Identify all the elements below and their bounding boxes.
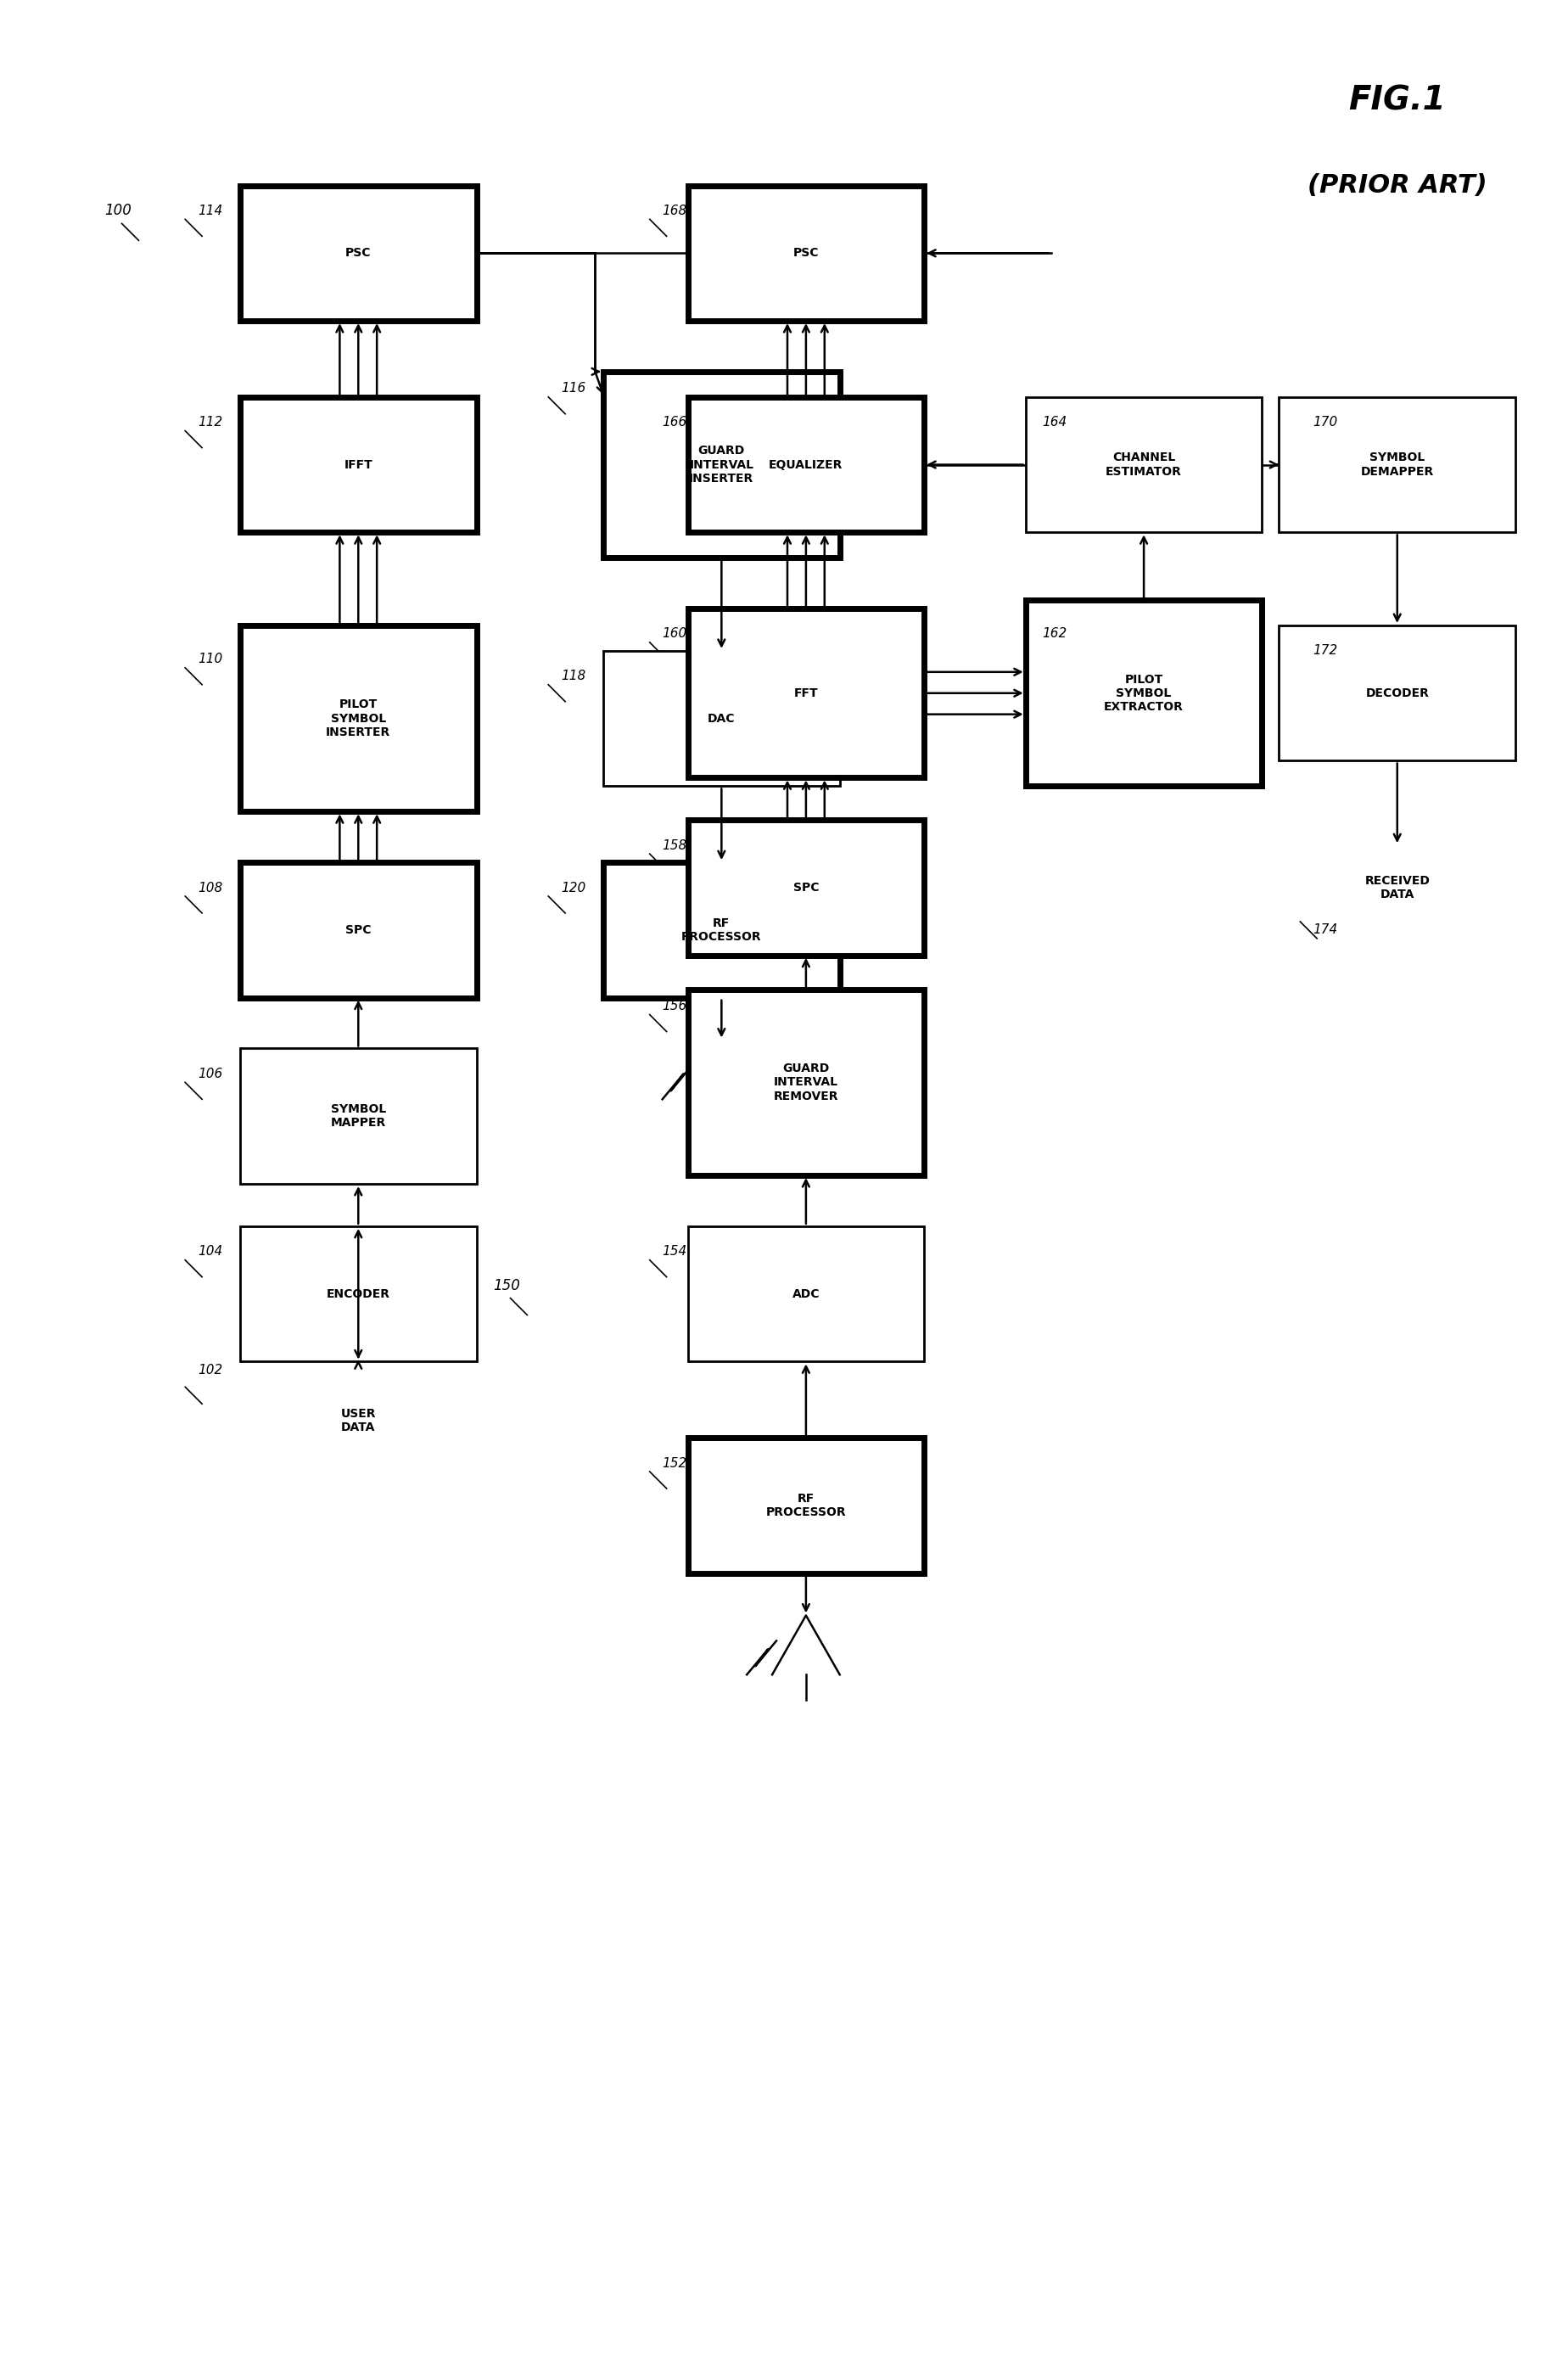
Text: IFFT: IFFT bbox=[343, 458, 373, 470]
Text: 108: 108 bbox=[198, 882, 223, 894]
Text: RF
PROCESSOR: RF PROCESSOR bbox=[765, 1492, 845, 1518]
Text: 168: 168 bbox=[662, 204, 687, 218]
Text: ADC: ADC bbox=[792, 1288, 820, 1300]
FancyBboxPatch shape bbox=[687, 989, 924, 1177]
Text: RF
PROCESSOR: RF PROCESSOR bbox=[681, 918, 760, 942]
Text: EQUALIZER: EQUALIZER bbox=[768, 458, 842, 470]
Text: 102: 102 bbox=[198, 1364, 223, 1376]
Text: SPC: SPC bbox=[792, 882, 818, 894]
FancyBboxPatch shape bbox=[604, 863, 839, 999]
Text: 106: 106 bbox=[198, 1067, 223, 1079]
FancyBboxPatch shape bbox=[240, 1048, 477, 1184]
Text: 172: 172 bbox=[1312, 645, 1338, 657]
Text: GUARD
INTERVAL
REMOVER: GUARD INTERVAL REMOVER bbox=[773, 1063, 837, 1103]
FancyBboxPatch shape bbox=[240, 1226, 477, 1362]
Text: PILOT
SYMBOL
INSERTER: PILOT SYMBOL INSERTER bbox=[326, 700, 390, 738]
FancyBboxPatch shape bbox=[1278, 626, 1515, 761]
Text: 170: 170 bbox=[1312, 415, 1338, 429]
Text: 174: 174 bbox=[1312, 923, 1338, 937]
Text: 118: 118 bbox=[561, 669, 585, 683]
FancyBboxPatch shape bbox=[687, 185, 924, 320]
Text: 120: 120 bbox=[561, 882, 585, 894]
FancyBboxPatch shape bbox=[1025, 600, 1261, 785]
Text: SPC: SPC bbox=[345, 925, 372, 937]
FancyBboxPatch shape bbox=[604, 650, 839, 785]
Text: 164: 164 bbox=[1041, 415, 1066, 429]
FancyBboxPatch shape bbox=[1025, 396, 1261, 531]
Text: ENCODER: ENCODER bbox=[326, 1288, 390, 1300]
Text: 112: 112 bbox=[198, 415, 223, 429]
FancyBboxPatch shape bbox=[687, 610, 924, 778]
Text: 100: 100 bbox=[105, 204, 132, 218]
Text: 162: 162 bbox=[1041, 629, 1066, 640]
FancyBboxPatch shape bbox=[1278, 396, 1515, 531]
Text: USER
DATA: USER DATA bbox=[340, 1409, 376, 1433]
Text: 114: 114 bbox=[198, 204, 223, 218]
Text: DECODER: DECODER bbox=[1364, 688, 1428, 700]
Text: (PRIOR ART): (PRIOR ART) bbox=[1306, 173, 1486, 197]
Text: 110: 110 bbox=[198, 652, 223, 667]
FancyBboxPatch shape bbox=[240, 185, 477, 320]
FancyBboxPatch shape bbox=[687, 1226, 924, 1362]
Text: SYMBOL
MAPPER: SYMBOL MAPPER bbox=[331, 1103, 386, 1129]
Text: 116: 116 bbox=[561, 382, 585, 394]
Text: PSC: PSC bbox=[345, 247, 372, 259]
Text: GUARD
INTERVAL
INSERTER: GUARD INTERVAL INSERTER bbox=[688, 446, 754, 484]
FancyBboxPatch shape bbox=[240, 863, 477, 999]
Text: PSC: PSC bbox=[792, 247, 818, 259]
Text: CHANNEL
ESTIMATOR: CHANNEL ESTIMATOR bbox=[1105, 451, 1181, 477]
FancyBboxPatch shape bbox=[687, 821, 924, 956]
FancyBboxPatch shape bbox=[240, 396, 477, 531]
Text: FIG.1: FIG.1 bbox=[1348, 85, 1446, 116]
Text: FFT: FFT bbox=[793, 688, 817, 700]
Text: SYMBOL
DEMAPPER: SYMBOL DEMAPPER bbox=[1359, 451, 1433, 477]
Text: 166: 166 bbox=[662, 415, 687, 429]
FancyBboxPatch shape bbox=[687, 396, 924, 531]
Text: 150: 150 bbox=[494, 1279, 521, 1293]
Text: 152: 152 bbox=[662, 1456, 687, 1471]
FancyBboxPatch shape bbox=[604, 372, 839, 557]
Text: RECEIVED
DATA: RECEIVED DATA bbox=[1364, 875, 1428, 901]
Text: 156: 156 bbox=[662, 1001, 687, 1013]
Text: 154: 154 bbox=[662, 1245, 687, 1257]
FancyBboxPatch shape bbox=[240, 626, 477, 811]
Text: DAC: DAC bbox=[707, 712, 735, 723]
FancyBboxPatch shape bbox=[687, 1437, 924, 1573]
Text: 104: 104 bbox=[198, 1245, 223, 1257]
Text: 158: 158 bbox=[662, 840, 687, 852]
Text: 160: 160 bbox=[662, 629, 687, 640]
Text: PILOT
SYMBOL
EXTRACTOR: PILOT SYMBOL EXTRACTOR bbox=[1104, 674, 1182, 714]
